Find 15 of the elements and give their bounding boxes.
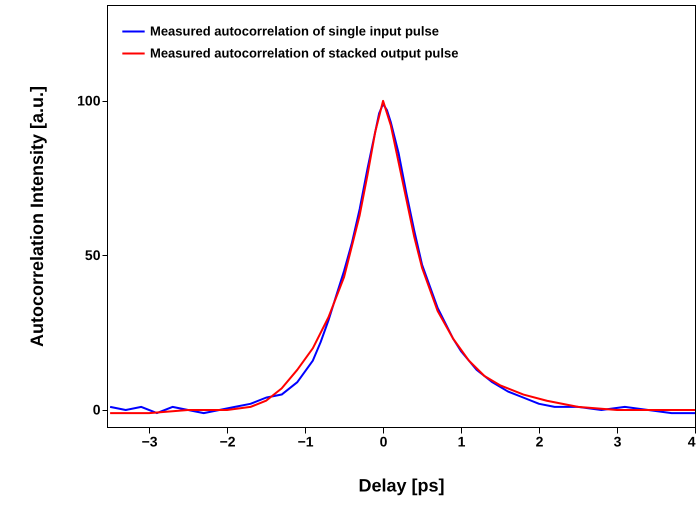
x-tick-label: 3 bbox=[614, 434, 622, 450]
y-tick-label: 100 bbox=[77, 92, 101, 108]
y-tick-label: 50 bbox=[84, 246, 101, 263]
x-tick-label: 4 bbox=[688, 434, 696, 450]
x-tick-label: 0 bbox=[380, 434, 388, 450]
x-tick-label: −1 bbox=[298, 434, 314, 450]
x-tick-label: 1 bbox=[458, 434, 466, 450]
x-tick-label: 2 bbox=[536, 434, 544, 450]
x-tick-label: −3 bbox=[142, 434, 158, 450]
y-axis-title: Autocorrelation Intensity [a.u.] bbox=[27, 86, 48, 348]
legend-label: Measured autocorrelation of stacked output pulse bbox=[150, 46, 458, 60]
y-tick-label: 0 bbox=[92, 401, 101, 418]
legend-label: Measured autocorrelation of single input pulse bbox=[150, 24, 439, 38]
x-axis-title: Delay [ps] bbox=[358, 476, 445, 496]
x-tick-label: −2 bbox=[220, 434, 236, 450]
